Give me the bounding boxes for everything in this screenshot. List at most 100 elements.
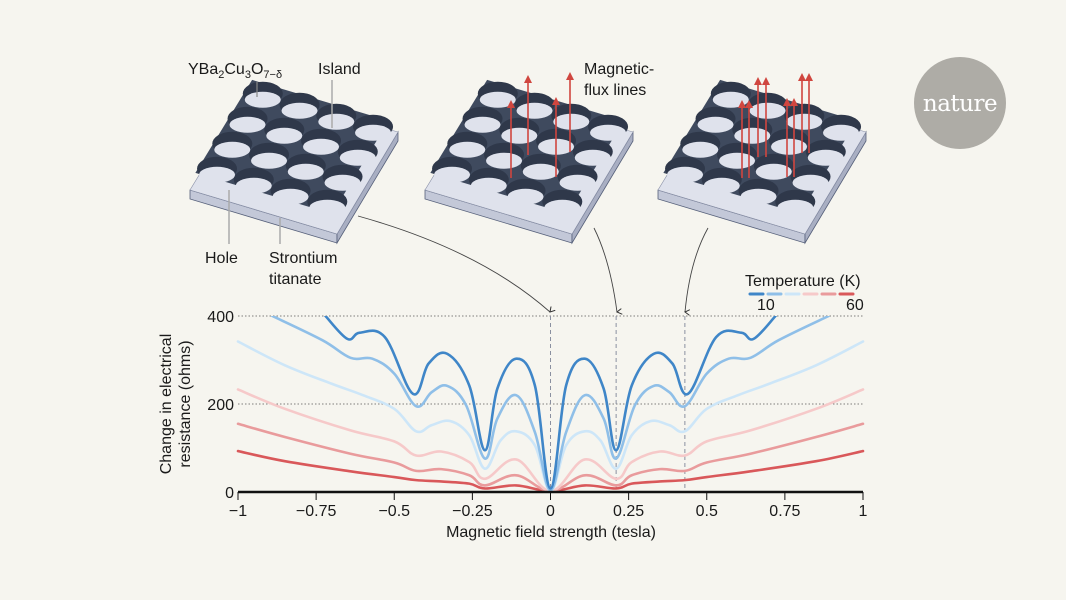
legend-title: Temperature (K)	[745, 273, 861, 290]
hole	[749, 102, 786, 119]
hole	[719, 152, 756, 169]
hole	[734, 127, 771, 144]
hole	[823, 124, 860, 141]
hole	[516, 102, 553, 119]
hole	[229, 116, 266, 133]
hole	[574, 149, 611, 166]
flux-arrowhead-icon	[805, 73, 813, 81]
hole-label: Hole	[205, 250, 238, 267]
flux-arrowhead-icon	[798, 73, 806, 81]
lattice-illustrations	[189, 72, 867, 245]
flux-arrowhead-icon	[754, 77, 762, 85]
hole	[235, 177, 272, 194]
flux-arrowhead-icon	[790, 98, 798, 106]
y-axis-label-line2: resistance (ohms)	[177, 340, 194, 467]
hole	[287, 163, 324, 180]
illustration-labels: YBa2Cu3O7−δ Island Hole Strontium titana…	[188, 61, 654, 288]
hole	[792, 174, 829, 191]
hole	[807, 149, 844, 166]
hole	[755, 163, 792, 180]
hole	[318, 113, 355, 130]
hole	[553, 113, 590, 130]
series-line-1	[324, 316, 777, 490]
hole	[777, 199, 814, 216]
hole	[464, 116, 501, 133]
logo-text: nature	[923, 91, 997, 117]
connector-arrows	[357, 215, 709, 312]
flux-arrowhead-icon	[566, 72, 574, 80]
hole	[324, 174, 361, 191]
hole	[434, 166, 471, 183]
flux-arrowhead-icon	[783, 98, 791, 106]
x-axis-label: Magnetic field strength (tesla)	[446, 524, 656, 541]
hole	[786, 113, 823, 130]
nature-logo: nature	[914, 57, 1006, 149]
x-tick-label: 0.5	[696, 503, 718, 520]
legend-high-label: 60	[846, 297, 864, 314]
island-label: Island	[318, 61, 361, 78]
legend: Temperature (K) 10 60	[745, 273, 864, 314]
hole	[522, 163, 559, 180]
y-tick-label: 200	[207, 397, 234, 414]
flux-arrowhead-icon	[762, 77, 770, 85]
hole	[244, 91, 281, 108]
hole	[355, 124, 392, 141]
hole	[501, 127, 538, 144]
y-tick-label: 0	[225, 485, 234, 502]
connector-arrow-first-dip	[593, 227, 617, 312]
hole	[272, 188, 309, 205]
series-line-2	[271, 316, 830, 492]
hole	[251, 152, 288, 169]
connector-arrow-second-dip	[685, 227, 709, 312]
flux-arrowhead-icon	[745, 100, 753, 108]
x-tick-label: 1	[859, 503, 868, 520]
x-tick-label: −0.75	[296, 503, 337, 520]
hole	[479, 91, 516, 108]
lattice-plate-2	[424, 72, 634, 245]
x-tick-label: −1	[229, 503, 247, 520]
flux-arrowhead-icon	[738, 100, 746, 108]
resistance-chart: −1 −0.75 −0.5 −0.25 0 0.25 0.5 0.75 1 0 200 400 Ma…	[158, 273, 868, 541]
substrate-label-line2: titanate	[269, 271, 322, 288]
hole	[559, 174, 596, 191]
material-label: YBa2Cu3O7−δ	[188, 61, 282, 81]
hole	[667, 166, 704, 183]
hole	[303, 138, 340, 155]
flux-label-line2: flux lines	[584, 82, 646, 99]
series-line-4	[236, 388, 865, 493]
flux-arrowhead-icon	[552, 97, 560, 105]
connector-arrow-zero-field	[357, 215, 550, 312]
hole	[703, 177, 740, 194]
logo-circle	[914, 57, 1006, 149]
hole	[771, 138, 808, 155]
hole	[544, 199, 581, 216]
legend-low-label: 10	[757, 297, 775, 314]
hole	[199, 166, 236, 183]
x-tick-label: 0.75	[769, 503, 800, 520]
hole	[712, 91, 749, 108]
hole	[214, 141, 251, 158]
hole	[507, 188, 544, 205]
hole	[281, 102, 318, 119]
hole	[449, 141, 486, 158]
hole	[682, 141, 719, 158]
hole	[740, 188, 777, 205]
x-tick-label: −0.25	[452, 503, 493, 520]
flux-arrowhead-icon	[507, 100, 515, 108]
x-tick-label: −0.5	[378, 503, 410, 520]
x-tick-label: 0.25	[613, 503, 644, 520]
flux-arrowhead-icon	[524, 75, 532, 83]
y-axis-label-line1: Change in electrical	[158, 334, 175, 475]
hole	[339, 149, 376, 166]
hole	[486, 152, 523, 169]
hole	[266, 127, 303, 144]
lattice-plate-1	[189, 79, 399, 245]
substrate-label-line1: Strontium	[269, 250, 337, 267]
hole	[470, 177, 507, 194]
y-tick-label: 400	[207, 309, 234, 326]
x-tick-label: 0	[546, 503, 555, 520]
flux-label-line1: Magnetic-	[584, 61, 654, 78]
lattice-plate-3	[657, 73, 867, 245]
hole	[590, 124, 627, 141]
